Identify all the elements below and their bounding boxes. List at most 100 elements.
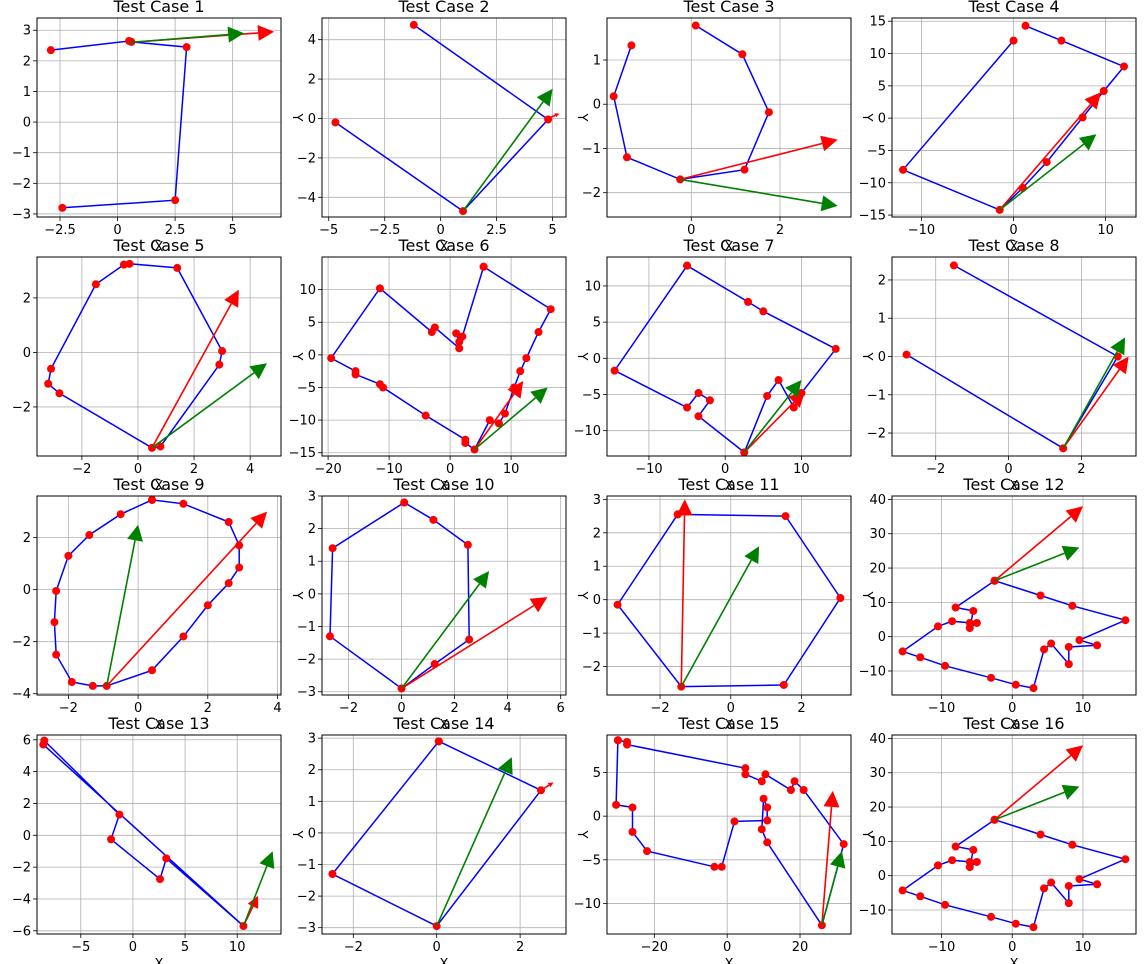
vertex-point [1075, 636, 1084, 645]
arrow-red [680, 515, 686, 687]
x-tick-label: 4 [504, 701, 512, 716]
x-tick-label: 5 [548, 223, 556, 238]
vertex-point [494, 419, 503, 428]
vertex-point [799, 785, 808, 794]
arrow-red [680, 142, 823, 181]
x-tick-label: 0 [1008, 940, 1016, 955]
vertex-point [546, 305, 555, 314]
polygon-line [615, 739, 845, 928]
arrow-head-green [785, 380, 802, 398]
y-tick-label: 0 [593, 593, 601, 608]
y-tick-label: −4 [297, 191, 316, 206]
arrow-head-green [530, 387, 548, 404]
y-axis-label: Y [289, 830, 304, 839]
vertex-point [522, 354, 531, 363]
arrow-red [994, 754, 1072, 821]
y-tick-label: −2 [582, 186, 601, 201]
vertex-point [836, 594, 845, 603]
vertex-point [351, 367, 360, 376]
x-axis-label: X [440, 718, 449, 733]
vertex-point [534, 328, 543, 337]
x-tick-label: 0 [134, 701, 142, 716]
y-tick-label: 10 [869, 596, 886, 611]
axes-frame [606, 17, 852, 218]
vertex-point [1064, 660, 1073, 669]
vertex-point [44, 379, 53, 388]
arrow-head-green [536, 88, 553, 107]
y-tick-label: −1 [12, 146, 31, 161]
vertex-point [328, 544, 337, 553]
arrow-head-green [127, 524, 143, 542]
y-tick-label: 1 [308, 795, 316, 810]
arrow-red [547, 114, 556, 120]
polygon-line [330, 266, 552, 451]
subplot-2: −5 −2.5 0 2.5 5 −4 −2 0 2 4 Test Case 2 X Y [297, 0, 589, 255]
vertex-point [85, 531, 94, 540]
y-tick-label: 0 [878, 630, 886, 645]
y-tick-label: −1 [297, 620, 316, 635]
x-axis-label: X [440, 240, 449, 255]
x-tick-label: 0 [1008, 701, 1016, 716]
vertex-point [1011, 680, 1020, 689]
y-tick-label: 0 [23, 829, 31, 844]
x-tick-label: 2 [204, 701, 212, 716]
x-tick-label: −2 [344, 940, 363, 955]
y-tick-label: 2 [23, 797, 31, 812]
axes-frame [36, 256, 282, 457]
y-tick-label: 0 [308, 587, 316, 602]
x-tick-label: −10 [928, 940, 955, 955]
x-tick-label: 6 [557, 701, 565, 716]
x-tick-label: −2.5 [44, 223, 76, 238]
y-tick-label: 3 [308, 732, 316, 747]
y-tick-label: 5 [308, 316, 316, 331]
y-tick-label: 1 [593, 54, 601, 69]
vertex-point [741, 770, 750, 779]
y-tick-label: 1 [308, 555, 316, 570]
y-tick-label: 2 [23, 54, 31, 69]
vertex-point [643, 847, 652, 856]
vertex-point [899, 165, 908, 174]
axes-frame [891, 17, 1137, 218]
vertex-point [757, 825, 766, 834]
y-tick-label: 5 [878, 79, 886, 94]
vertex-point [1011, 919, 1020, 928]
vertex-point [64, 551, 73, 560]
vertex-point [463, 540, 472, 549]
y-tick-label: −6 [12, 924, 31, 939]
x-tick-label: 20 [792, 940, 809, 955]
vertex-point [1047, 639, 1056, 648]
vertex-point [327, 354, 336, 363]
vertex-point [948, 617, 957, 626]
vertex-point [479, 262, 488, 271]
arrow-red [401, 604, 535, 690]
polygon-line [53, 499, 240, 687]
polygon-line [906, 264, 1119, 450]
arrow-head-red [820, 135, 838, 152]
vertex-point [1040, 884, 1049, 893]
vertex-point [916, 892, 925, 901]
axes-frame [36, 495, 282, 696]
arrow-head-green [473, 571, 490, 589]
vertex-point [516, 367, 525, 376]
x-axis-label: X [1010, 718, 1019, 733]
arrow-green [1062, 350, 1118, 449]
vertex-point [1009, 36, 1018, 45]
y-tick-label: 6 [23, 733, 31, 748]
subplot-title: Test Case 10 [392, 475, 494, 494]
subplot-title: Test Case 13 [107, 714, 209, 733]
vertex-point [839, 840, 848, 849]
x-tick-label: 10 [229, 940, 246, 955]
vertex-point [965, 624, 974, 633]
polygon-line [901, 25, 1126, 211]
vertex-point [434, 737, 443, 746]
y-tick-label: −15 [859, 209, 886, 224]
vertex-point [1021, 21, 1030, 30]
arrow-head-red [823, 790, 840, 808]
x-tick-label: 0 [433, 940, 441, 955]
plot-area [898, 745, 1130, 932]
x-axis-label: X [725, 240, 734, 255]
plot-area [612, 736, 848, 930]
axes-frame [891, 256, 1137, 457]
